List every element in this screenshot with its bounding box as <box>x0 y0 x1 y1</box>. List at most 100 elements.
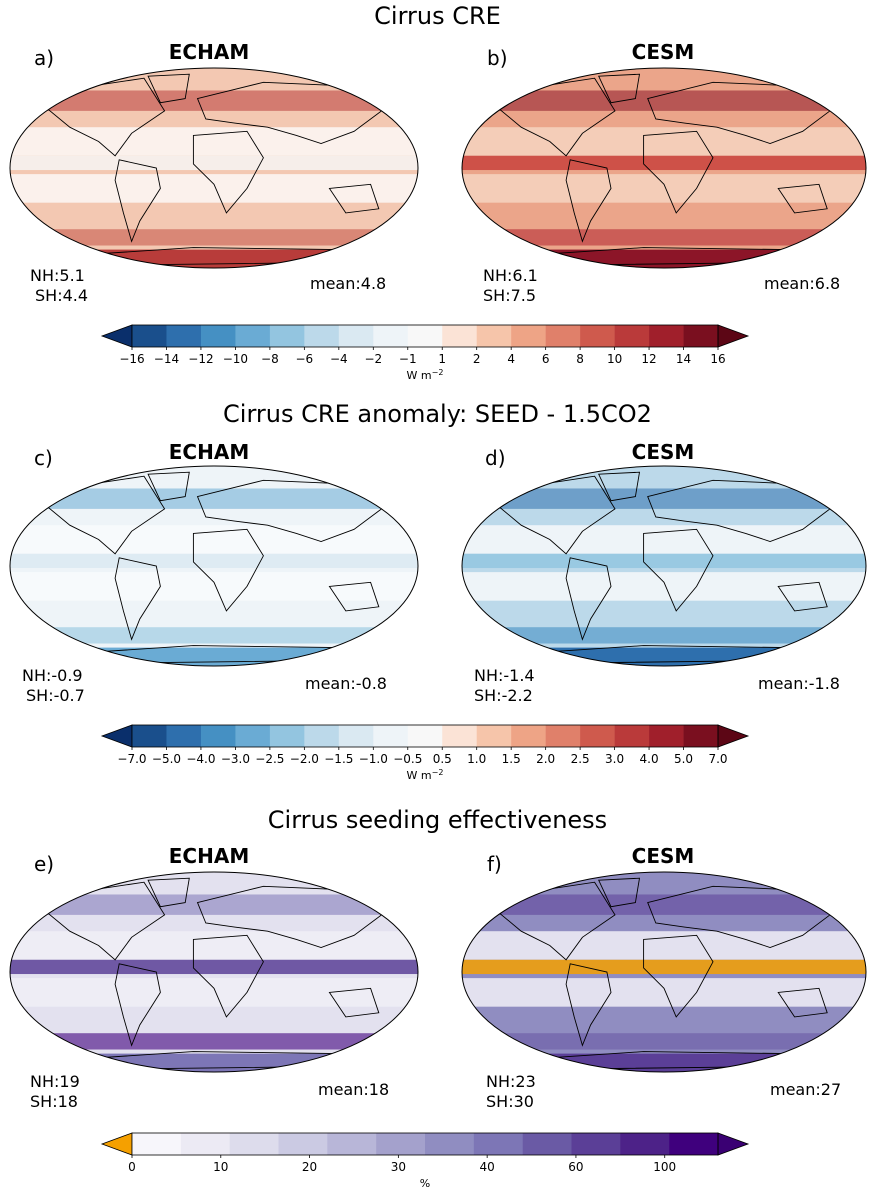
continent-north-america <box>44 77 166 157</box>
colorbar-tick-label: 1.0 <box>467 752 486 766</box>
colorbar-swatch <box>200 725 236 747</box>
colorbar-swatch <box>511 725 546 747</box>
mean-stat-a: mean:4.8 <box>310 274 387 293</box>
colorbar-lower-extend <box>100 724 133 748</box>
continent-australia <box>328 183 380 214</box>
colorbar-tick-label: −5.0 <box>152 752 181 766</box>
colorbar-swatch <box>407 725 443 747</box>
band-itcz <box>462 155 866 171</box>
colorbar-swatch <box>235 325 271 347</box>
band-subtropic-south <box>462 978 866 1007</box>
map-panel-e <box>9 871 419 1073</box>
colorbar-swatch <box>476 725 512 747</box>
colorbar-swatch <box>229 1133 279 1155</box>
continent-south-america <box>565 557 612 641</box>
panel-title-a: ECHAM <box>168 40 250 64</box>
colorbar-swatch <box>235 725 271 747</box>
panel-label-a: a) <box>34 46 55 70</box>
band-itcz <box>10 155 418 171</box>
section-title-cirrus-cre: Cirrus CRE <box>374 2 501 30</box>
nh-stat-b: NH:6.1 <box>483 266 538 285</box>
colorbar-swatch <box>338 725 374 747</box>
band-subtropic-north <box>10 525 418 554</box>
colorbar-swatch <box>180 1133 230 1155</box>
colorbar-tick-label: −3.0 <box>221 752 250 766</box>
colorbar-upper-extend <box>717 1132 750 1156</box>
colorbar-swatch <box>442 725 478 747</box>
colorbar-tick-label: 10 <box>213 1160 228 1174</box>
band-subtropic-south <box>10 978 418 1007</box>
colorbar-tick-label: 40 <box>480 1160 495 1174</box>
panel-label-c: c) <box>34 446 53 470</box>
sh-stat-a: SH:4.4 <box>35 286 89 305</box>
continent-africa <box>192 130 264 214</box>
map-panel-c <box>9 465 419 667</box>
continent-south-america <box>565 963 612 1047</box>
map-field <box>462 872 866 1072</box>
band-antarctic <box>10 647 418 666</box>
band-sh-storm-track <box>462 229 866 246</box>
colorbar-tick-label: 16 <box>710 352 725 366</box>
band-subtropic-south <box>462 174 866 203</box>
colorbar-tick-label: 10 <box>607 352 622 366</box>
colorbar-tick-label: −4.0 <box>186 752 215 766</box>
colorbar-tick-label: 1 <box>438 352 446 366</box>
continent-greenland <box>598 877 641 908</box>
map-field <box>10 466 418 666</box>
band-itcz <box>462 959 866 975</box>
colorbar-cirrus-cre: −16 −14 −12 −10 −8 −6 −4 −2 −1 1 2 4 6 8 10 12 14 16W m−2 <box>100 324 750 382</box>
colorbar-tick-label: −2.0 <box>290 752 319 766</box>
colorbar-swatch <box>614 325 650 347</box>
panel-label-b: b) <box>487 46 508 70</box>
band-sh-storm-track <box>10 627 418 644</box>
band-nh-midlat <box>462 90 866 111</box>
colorbar-swatch <box>614 725 650 747</box>
band-subtropic-north <box>462 525 866 554</box>
colorbar-frame <box>131 1132 719 1156</box>
continent-africa <box>192 934 264 1018</box>
continent-greenland <box>147 73 190 104</box>
band-sh-storm-track <box>462 627 866 644</box>
nh-stat-c: NH:-0.9 <box>22 666 83 685</box>
colorbar-lower-extend <box>100 1132 133 1156</box>
band-nh-midlat <box>10 488 418 509</box>
colorbar-tick-label: 20 <box>302 1160 317 1174</box>
colorbar-swatch <box>545 325 581 347</box>
section-title-seeding: Cirrus seeding effectiveness <box>267 806 608 834</box>
colorbar-swatch <box>269 325 305 347</box>
colorbar-swatch <box>407 325 443 347</box>
colorbar-tick-label: 2.5 <box>571 752 590 766</box>
mean-stat-c: mean:-0.8 <box>305 674 387 693</box>
band-sh-storm-track <box>462 1033 866 1050</box>
colorbar-tick-label: 6 <box>542 352 550 366</box>
colorbar-swatch <box>327 1133 377 1155</box>
colorbar-swatch <box>376 1133 426 1155</box>
band-sh-storm-track <box>10 229 418 246</box>
map-field <box>10 68 418 268</box>
colorbar-tick-label: 30 <box>391 1160 406 1174</box>
colorbar-unit-label: W m−2 <box>407 768 444 782</box>
colorbar-anomaly: −7.0 −5.0 −4.0 −3.0 −2.5 −2.0 −1.5 −1.0 −0.5 0.5 1… <box>100 724 750 782</box>
panel-title-e: ECHAM <box>168 844 250 868</box>
colorbar-swatch <box>304 725 340 747</box>
continent-south-america <box>565 159 612 243</box>
colorbar-swatch <box>200 325 236 347</box>
colorbar-swatch <box>476 325 512 347</box>
colorbar-swatch <box>425 1133 475 1155</box>
map-panel-d <box>461 465 867 667</box>
colorbar-tick-label: −0.5 <box>393 752 422 766</box>
colorbar-tick-label: −1 <box>399 352 417 366</box>
band-subtropic-north <box>462 931 866 960</box>
colorbar-swatch <box>571 1133 621 1155</box>
mean-stat-b: mean:6.8 <box>764 274 841 293</box>
colorbar-swatch <box>522 1133 572 1155</box>
band-subtropic-south <box>10 174 418 203</box>
colorbar-swatch <box>442 325 478 347</box>
continent-australia <box>777 581 828 612</box>
map-panel-a <box>9 67 419 269</box>
band-nh-midlat <box>10 90 418 111</box>
map-boundary <box>461 465 867 667</box>
colorbar-tick-label: −14 <box>154 352 179 366</box>
colorbar-upper-extend <box>717 724 750 748</box>
sh-stat-e: SH:18 <box>30 1092 78 1111</box>
